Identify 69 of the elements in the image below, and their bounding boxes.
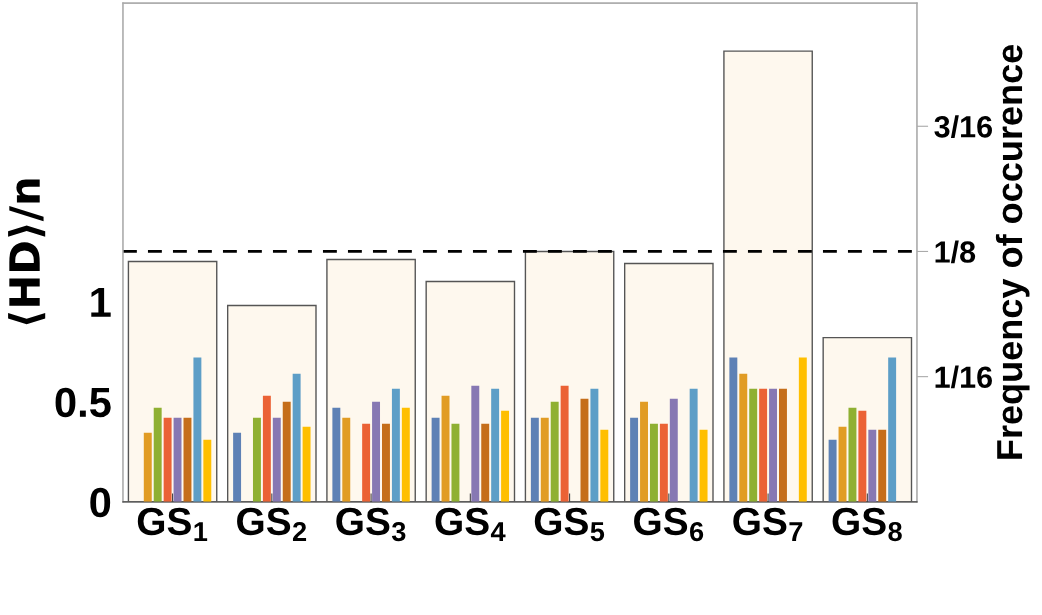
y-tick-label: 0.5 <box>55 387 111 418</box>
x-tick-label: GS$_{8}$ <box>832 507 902 542</box>
x-tick-label: GS$_{2}$ <box>237 507 307 541</box>
bar <box>481 423 490 502</box>
y-axis-title: ⟨HD⟩/n <box>8 179 46 325</box>
bar <box>302 426 311 502</box>
bar <box>372 401 381 502</box>
bar <box>699 429 708 502</box>
bar <box>630 417 639 502</box>
y2-axis-title: Frequency of occurence <box>995 44 1030 459</box>
bar <box>759 388 768 502</box>
bar <box>868 429 877 502</box>
bar <box>779 388 787 502</box>
bar <box>362 423 371 502</box>
bar <box>391 388 400 502</box>
x-tick-label: GS$_{6}$ <box>634 507 704 542</box>
y2-tick-label: 1/16 <box>935 365 992 389</box>
bar <box>858 410 867 502</box>
bar <box>540 417 549 502</box>
bar <box>689 388 698 502</box>
bar <box>431 417 440 502</box>
bar <box>163 417 172 502</box>
bar <box>153 407 162 502</box>
bar <box>828 439 837 502</box>
y-tick-label: 0 <box>90 487 111 518</box>
x-tick-label: GS$_{5}$ <box>534 507 605 542</box>
y2-tick-label: 3/16 <box>934 115 992 138</box>
bar <box>173 417 182 502</box>
bar <box>342 417 351 502</box>
bar <box>659 423 668 502</box>
y2-tick-label: 1/8 <box>935 240 976 264</box>
bar <box>451 423 460 502</box>
bar <box>590 388 599 502</box>
bar <box>888 357 897 502</box>
bar <box>749 388 758 502</box>
bar <box>848 407 857 502</box>
bar <box>501 410 510 502</box>
bar <box>669 398 678 502</box>
bar <box>292 373 301 502</box>
bar <box>143 432 152 502</box>
x-tick-label: GS$_{1}$ <box>137 507 208 541</box>
x-tick-label: GS$_{7}$ <box>733 507 803 541</box>
bar <box>282 401 291 502</box>
bar <box>332 407 341 502</box>
bar <box>262 395 271 502</box>
bar <box>183 417 192 502</box>
bar <box>203 439 212 502</box>
bar <box>491 388 500 502</box>
bar <box>272 417 281 502</box>
bar <box>798 357 807 502</box>
bar <box>600 429 609 502</box>
y-tick-label: 1 <box>91 287 111 317</box>
bar <box>560 385 569 502</box>
bar <box>769 388 778 502</box>
bar <box>878 429 887 502</box>
bar <box>550 401 559 502</box>
bar <box>471 385 480 502</box>
x-tick-label: GS$_{3}$ <box>336 507 406 542</box>
bar <box>193 357 202 502</box>
x-tick-label: GS$_{4}$ <box>435 507 506 541</box>
bar <box>530 417 539 502</box>
bar <box>739 373 748 502</box>
bar <box>729 357 738 502</box>
bar <box>649 423 658 502</box>
bar <box>401 407 410 502</box>
bar <box>640 401 648 502</box>
bar <box>382 423 390 502</box>
bar <box>252 417 261 502</box>
bar <box>233 432 242 502</box>
